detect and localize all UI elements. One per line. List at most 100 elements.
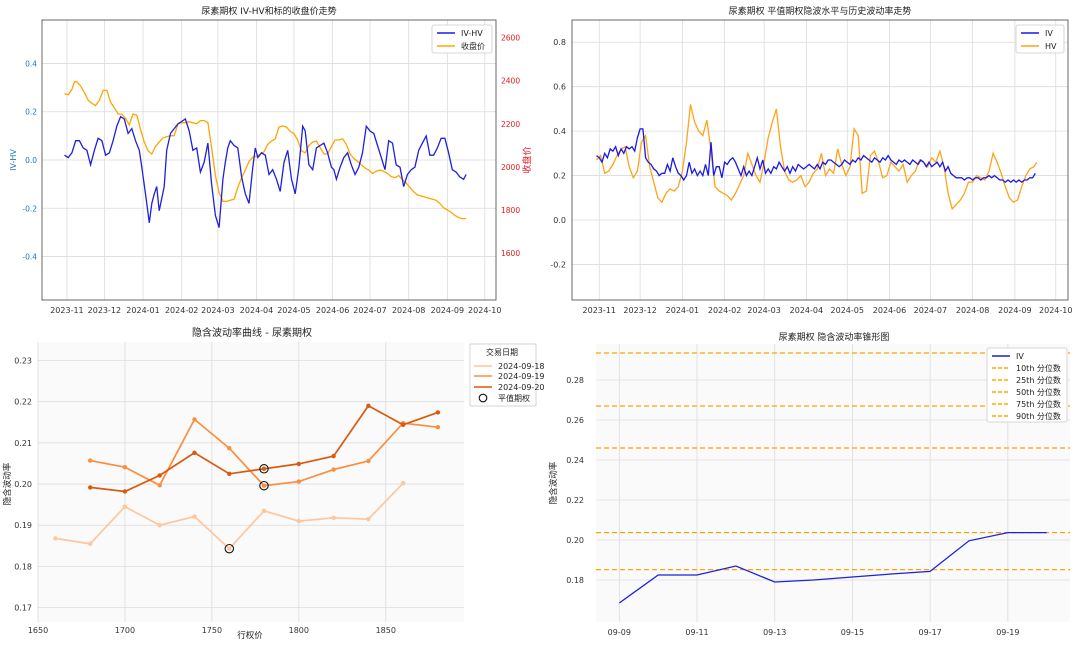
x-tick-label: 2024-10 — [468, 306, 501, 315]
x-tick-label: 2024-09 — [998, 306, 1031, 315]
y-tick-label: -0.4 — [22, 253, 37, 262]
x-tick-label: 1700 — [115, 626, 135, 635]
legend-quantile-label: 75th 分位数 — [1016, 399, 1061, 409]
smile-point — [366, 403, 371, 408]
y-right-tick-label: 1800 — [501, 206, 520, 215]
smile-point — [435, 410, 441, 415]
y-axis-label: 隐含波动率 — [2, 462, 13, 505]
close-price-line — [64, 81, 467, 220]
atm-marker — [224, 543, 235, 554]
x-tick-label: 2024-05 — [277, 306, 310, 315]
x-tick-label: 2023-11 — [50, 306, 83, 315]
smile-point — [227, 471, 232, 476]
x-tick-label: 2024-02 — [708, 306, 741, 315]
y-tick-label: -0.2 — [22, 204, 37, 213]
x-tick-label: 2024-06 — [873, 306, 906, 315]
x-tick-label: 2024-03 — [201, 306, 234, 315]
legend-iv-label: IV — [1016, 352, 1024, 361]
x-tick-label: 2024-03 — [747, 306, 780, 315]
y-right-tick-label: 2600 — [501, 34, 520, 43]
iv-hv-line — [64, 115, 467, 228]
y-tick-label: 0.26 — [566, 416, 584, 425]
y-tick-label: 0.20 — [566, 536, 584, 545]
smile-point — [53, 536, 58, 541]
y-tick-label: 0.28 — [566, 376, 584, 385]
x-tick-label: 1800 — [289, 626, 309, 635]
smile-point — [122, 504, 128, 509]
smile-point — [192, 450, 197, 455]
x-tick-label: 2024-05 — [831, 306, 864, 315]
x-tick-label: 1850 — [376, 626, 396, 635]
y-tick-label: 0.0 — [25, 156, 37, 165]
smile-point — [366, 458, 371, 464]
x-tick-label: 2024-08 — [956, 306, 989, 315]
smile-point — [400, 481, 406, 486]
y-right-axis-label: 收盘价 — [521, 146, 533, 173]
x-tick-label: 1750 — [202, 626, 222, 635]
y-tick-label: -0.2 — [550, 260, 566, 269]
plot-background — [38, 342, 464, 622]
chart-title: 尿素期权 平值期权隐波水平与历史波动率走势 — [729, 5, 912, 17]
y-tick-label: 0.21 — [14, 439, 32, 448]
smile-point — [435, 425, 441, 430]
x-tick-label: 2024-07 — [914, 306, 947, 315]
legend-atm-swatch — [478, 393, 488, 403]
iv-cone-line — [618, 531, 1047, 604]
x-tick-label: 1650 — [28, 626, 48, 635]
plot-frame — [41, 19, 497, 301]
smile-point — [296, 518, 301, 524]
y-tick-label: 0.2 — [25, 108, 37, 117]
x-tick-label: 2024-10 — [1039, 306, 1072, 315]
y-tick-label: 0.6 — [553, 83, 566, 92]
legend-0920-label: 2024-09-20 — [498, 383, 545, 392]
y-tick-label: 0.18 — [14, 562, 32, 571]
legend-title: 交易日期 — [486, 347, 518, 357]
x-tick-label: 09-19 — [996, 628, 1019, 637]
smile-point — [157, 523, 162, 528]
smile-point — [296, 461, 301, 467]
chart-title: 尿素期权 IV-HV和标的收盘价走势 — [201, 5, 336, 17]
x-axis-label: 行权价 — [237, 630, 263, 641]
smile-point — [331, 467, 336, 472]
legend-atm-label: 平值期权 — [498, 393, 530, 403]
smile-point — [192, 514, 197, 519]
x-tick-label: 09-17 — [919, 628, 942, 637]
smile-point — [366, 516, 371, 522]
x-tick-label: 2024-06 — [316, 306, 349, 315]
smile-point — [88, 485, 93, 490]
x-tick-label: 09-15 — [841, 628, 864, 637]
x-tick-label: 2024-08 — [392, 306, 425, 315]
y-tick-label: 0.23 — [14, 357, 32, 366]
x-tick-label: 2024-01 — [666, 306, 699, 315]
smile-point — [296, 479, 301, 484]
y-right-tick-label: 2000 — [501, 163, 520, 172]
legend-close-label: 收盘价 — [461, 41, 485, 51]
y-axis-label: IV-HV — [9, 149, 18, 171]
legend-iv-label: IV — [1045, 29, 1053, 38]
smile-point — [331, 453, 336, 459]
y-tick-label: 0.0 — [553, 216, 566, 225]
y-tick-label: 0.17 — [14, 604, 32, 613]
y-tick-label: 0.4 — [25, 59, 37, 68]
x-tick-label: 09-09 — [608, 628, 631, 637]
x-tick-label: 09-11 — [685, 628, 708, 637]
smile-point — [88, 541, 93, 546]
x-tick-label: 2023-11 — [583, 306, 616, 315]
smile-point — [261, 466, 267, 471]
x-tick-label: 09-13 — [763, 628, 786, 637]
y-tick-label: 0.22 — [566, 496, 584, 505]
x-tick-label: 2024-04 — [790, 306, 823, 315]
y-axis-label: 隐含波动率 — [548, 461, 559, 504]
smile-point — [261, 508, 267, 513]
smile-point — [122, 465, 128, 470]
legend-0919-label: 2024-09-19 — [498, 372, 545, 381]
legend-0918-label: 2024-09-18 — [498, 362, 545, 371]
x-tick-label: 2024-07 — [353, 306, 386, 315]
y-right-tick-label: 2400 — [501, 77, 520, 86]
atm-marker — [259, 480, 269, 491]
y-tick-label: 0.22 — [14, 398, 32, 407]
legend-quantile-label: 10th 分位数 — [1016, 363, 1061, 373]
chart-title: 尿素期权 隐含波动率锥形图 — [779, 331, 890, 343]
